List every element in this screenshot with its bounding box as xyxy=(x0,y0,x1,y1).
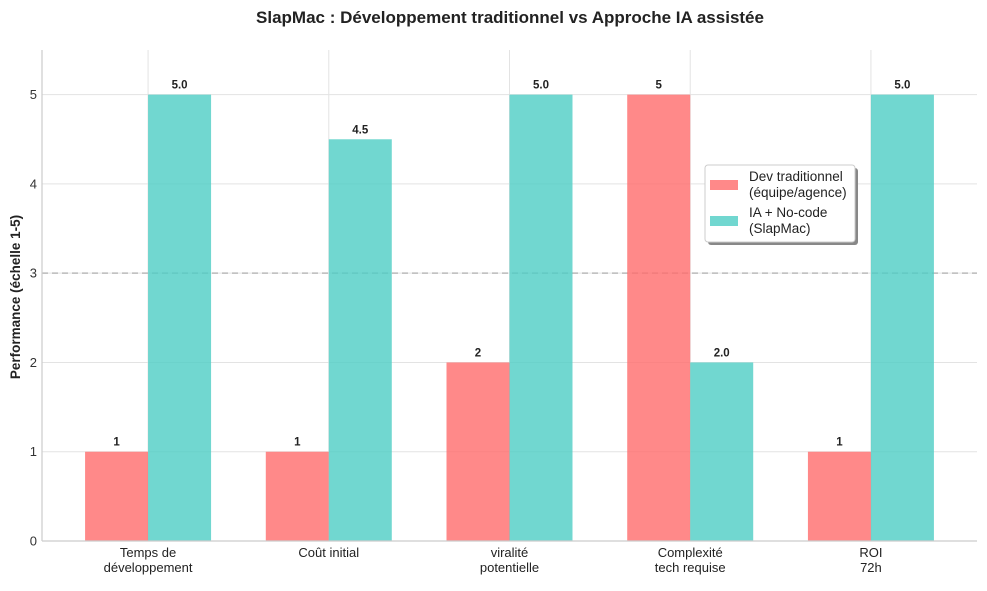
bar xyxy=(446,362,510,541)
x-tick-label: Coût initial xyxy=(298,545,359,560)
bar-value-label: 1 xyxy=(294,437,301,449)
bar xyxy=(265,451,329,541)
y-tick-label: 1 xyxy=(30,444,37,459)
bar-value-label: 5.0 xyxy=(172,80,188,92)
legend-box xyxy=(704,164,856,243)
legend: Dev traditionnel(équipe/agence) IA + No-c… xyxy=(704,164,858,245)
bar-value-label: 1 xyxy=(113,437,120,449)
legend-label: (SlapMac) xyxy=(749,221,811,236)
bar xyxy=(328,139,392,542)
legend-label: Dev traditionnel xyxy=(749,169,843,184)
legend-label: IA + No-code xyxy=(749,205,827,220)
bar xyxy=(148,94,212,542)
y-tick-label: 3 xyxy=(30,266,37,281)
bar-value-label: 1 xyxy=(836,437,843,449)
bar-value-label: 5 xyxy=(656,80,663,92)
bar-value-label: 5.0 xyxy=(533,80,549,92)
x-tick-label: Complexité xyxy=(658,545,723,560)
y-tick-label: 2 xyxy=(30,355,37,370)
y-tick-label: 0 xyxy=(30,534,37,549)
chart-title: SlapMac : Développement traditionnel vs … xyxy=(256,8,764,27)
x-tick-label: Temps de xyxy=(120,545,176,560)
bar xyxy=(807,451,871,541)
bar-value-label: 2.0 xyxy=(714,347,730,359)
legend-label: (équipe/agence) xyxy=(749,185,847,200)
bar xyxy=(509,94,573,542)
x-tick-label: tech requise xyxy=(655,560,726,575)
x-tick-label: viralité xyxy=(491,545,529,560)
bar xyxy=(690,362,754,541)
bar xyxy=(627,94,691,542)
bar xyxy=(85,451,149,541)
x-tick-label: 72h xyxy=(860,560,882,575)
x-tick-label: développement xyxy=(104,560,193,575)
legend-swatch xyxy=(710,180,738,190)
y-tick-label: 4 xyxy=(30,176,37,191)
bar xyxy=(870,94,934,542)
x-tick-label: ROI xyxy=(859,545,882,560)
bar-value-label: 4.5 xyxy=(352,124,369,136)
bar-value-label: 2 xyxy=(475,347,481,359)
bar-value-label: 5.0 xyxy=(894,80,910,92)
y-tick-label: 5 xyxy=(30,87,37,102)
legend-swatch xyxy=(710,216,738,226)
y-axis-label: Performance (échelle 1-5) xyxy=(8,215,23,379)
x-tick-label: potentielle xyxy=(480,560,539,575)
